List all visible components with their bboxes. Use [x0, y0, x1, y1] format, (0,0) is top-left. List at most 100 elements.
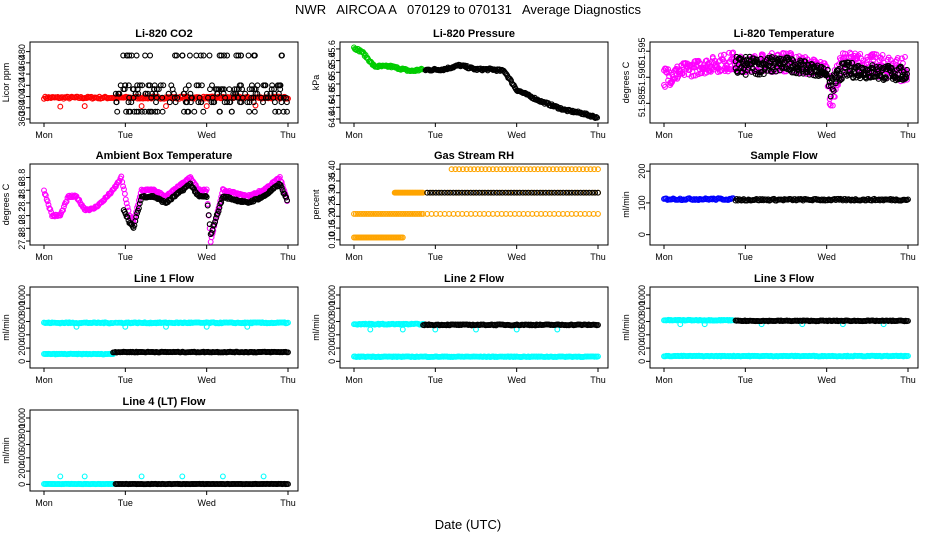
x-tick-label: Thu [280, 498, 296, 508]
y-axis-label: degrees C [621, 61, 631, 103]
data-point [589, 189, 596, 196]
x-tick-label: Tue [118, 252, 133, 262]
y-tick-label: 51.590 [637, 64, 647, 92]
data-point [142, 52, 149, 59]
page-title: NWR AIRCOA A 070129 to 070131 Average Di… [295, 2, 641, 17]
data-point [490, 189, 497, 196]
data-point [519, 166, 526, 173]
y-tick-label: 51.595 [637, 37, 647, 65]
data-point [587, 166, 594, 173]
data-point [216, 108, 223, 115]
y-tick-label: 0.35 [327, 172, 337, 190]
data-point [516, 189, 523, 196]
y-axis-label: degrees C [1, 183, 11, 225]
data-point [850, 55, 857, 62]
data-point [838, 75, 845, 82]
x-tick-label: Mon [35, 252, 53, 262]
y-axis-label: Licor ppm [1, 63, 11, 103]
data-point [148, 108, 155, 115]
plot-frame [649, 163, 919, 246]
data-point [512, 166, 519, 173]
data-point [215, 86, 222, 93]
data-point [501, 166, 508, 173]
y-tick-label: 0.30 [327, 184, 337, 202]
data-point [883, 75, 890, 82]
panel-4: Gas Stream RH percent Mon Tue Wed Thu 0.100.15… [311, 150, 609, 262]
series-mode-b [422, 61, 601, 121]
data-point [726, 49, 733, 56]
data-point [504, 166, 511, 173]
y-tick-label: 460 [17, 55, 27, 70]
data-point [577, 189, 584, 196]
data-point [159, 108, 166, 115]
data-point [63, 198, 70, 205]
data-point [435, 189, 442, 196]
x-tick-label: Thu [280, 130, 296, 140]
x-tick-label: Tue [738, 252, 753, 262]
y-tick-label: 600 [17, 437, 27, 452]
data-point [112, 90, 119, 97]
data-point [523, 166, 530, 173]
y-tick-label: 1000 [17, 285, 27, 305]
y-tick-label: 480 [17, 44, 27, 59]
data-point [121, 190, 128, 197]
data-point [124, 52, 130, 59]
y-tick-label: 28.2 [17, 207, 27, 225]
data-point [166, 99, 173, 106]
x-tick-label: Mon [35, 498, 53, 508]
data-point [204, 202, 211, 209]
data-point [57, 473, 64, 480]
data-point [721, 51, 727, 58]
panel-title: Li-820 CO2 [135, 28, 192, 40]
data-point [185, 82, 192, 89]
data-point [215, 208, 222, 215]
x-tick-label: Thu [900, 375, 916, 385]
data-point [553, 166, 560, 173]
data-point [842, 65, 848, 72]
data-point [568, 189, 575, 196]
data-point [830, 71, 837, 78]
x-tick-label: Mon [35, 130, 53, 140]
panel-9: Line 4 (LT) Flow ml/min Mon Tue Wed Thu 0 20040… [1, 396, 299, 508]
data-point [130, 86, 137, 93]
data-point [829, 102, 836, 109]
x-tick-label: Thu [280, 375, 296, 385]
x-tick-label: Tue [118, 130, 133, 140]
series-mode-a [351, 44, 426, 75]
data-point [400, 210, 407, 217]
x-tick-label: Tue [428, 252, 443, 262]
data-point [456, 189, 462, 196]
series-mode-a [661, 316, 911, 360]
y-tick-label: 800 [17, 301, 27, 316]
y-tick-label: 64.4 [327, 110, 337, 128]
panel-title: Ambient Box Temperature [96, 150, 233, 162]
data-point [516, 166, 523, 173]
data-point [595, 210, 601, 217]
x-tick-label: Mon [345, 375, 363, 385]
series-mode-b [112, 52, 290, 115]
data-point [277, 82, 284, 89]
data-point [595, 189, 601, 196]
data-point [432, 189, 439, 196]
data-point [126, 108, 132, 115]
y-tick-label: 400 [17, 89, 27, 104]
y-tick-label: 1000 [637, 285, 647, 305]
data-point [735, 55, 742, 62]
plot-frame [339, 286, 609, 369]
data-point [864, 57, 871, 63]
data-point [527, 166, 534, 173]
y-tick-label: 400 [17, 327, 27, 342]
data-point [493, 189, 500, 196]
data-point [459, 166, 466, 173]
data-point [576, 166, 583, 173]
y-tick-label: 65.0 [327, 75, 337, 93]
data-point [236, 82, 243, 89]
y-tick-label: 0 [327, 359, 337, 364]
data-point [44, 198, 51, 205]
data-point [260, 473, 267, 480]
series-mode-b [732, 195, 911, 204]
data-point [870, 65, 877, 72]
plot-frame [29, 286, 299, 369]
data-point [511, 189, 517, 196]
